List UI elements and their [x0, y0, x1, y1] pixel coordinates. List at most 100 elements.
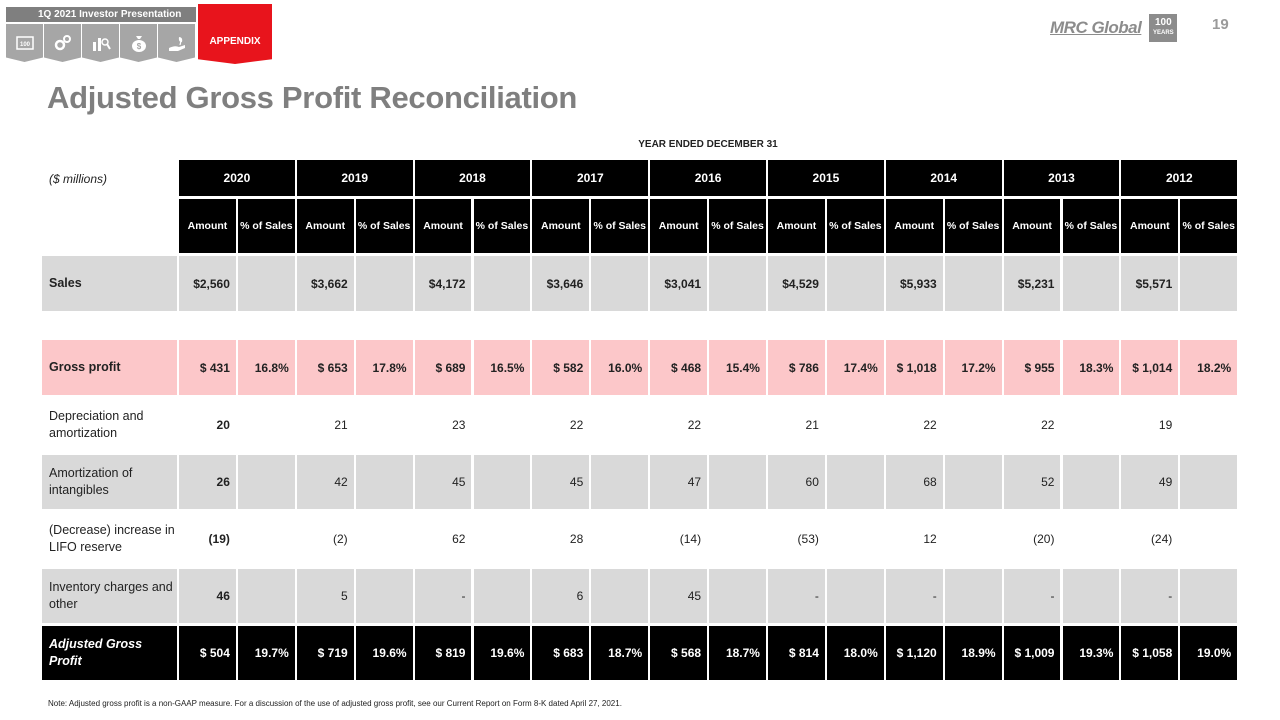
pct-cell	[709, 256, 766, 311]
pct-cell	[591, 569, 649, 623]
pct-cell: 19.0%	[1180, 626, 1238, 680]
amount-cell: $ 814	[768, 626, 825, 680]
pct-cell	[944, 455, 1002, 509]
pct-cell: 18.3%	[1062, 340, 1120, 395]
logo-wordmark: MRC Global	[1050, 18, 1142, 37]
pct-cell	[591, 455, 649, 509]
amount-cell: 62	[414, 512, 472, 566]
anniversary-badge: 100 YEARS	[1149, 14, 1178, 42]
amount-cell: (2)	[296, 512, 354, 566]
pct-cell	[1062, 398, 1120, 452]
hand-growth-icon	[168, 37, 185, 51]
pct-cell	[1062, 256, 1120, 311]
pct-header: % of Sales	[944, 199, 1002, 253]
pct-cell	[355, 256, 413, 311]
nav-tab-analysis[interactable]	[82, 24, 119, 62]
nav-tab-operations[interactable]	[44, 24, 81, 62]
amount-cell: 60	[768, 455, 825, 509]
pct-cell	[355, 512, 413, 566]
svg-text:$: $	[136, 42, 141, 51]
pct-cell	[355, 455, 413, 509]
amount-cell: 22	[650, 398, 708, 452]
amount-cell: 19	[1121, 398, 1179, 452]
pct-cell	[944, 569, 1002, 623]
amount-cell: 21	[768, 398, 825, 452]
pct-cell	[709, 569, 766, 623]
amount-cell: 42	[296, 455, 354, 509]
row-label-inventory-charges: Inventory charges and other	[42, 569, 177, 623]
amount-cell: $ 653	[296, 340, 354, 395]
pct-cell	[944, 398, 1002, 452]
year-header: 2017	[532, 160, 649, 196]
amount-cell: 22	[885, 398, 943, 452]
pct-cell	[1062, 512, 1120, 566]
svg-text:100: 100	[19, 42, 30, 48]
pct-cell	[1062, 455, 1120, 509]
pct-header: % of Sales	[1180, 199, 1238, 253]
amount-cell: $5,933	[885, 256, 943, 311]
amount-cell: 23	[414, 398, 472, 452]
pct-cell	[237, 569, 295, 623]
pct-cell	[1180, 398, 1238, 452]
page-title: Adjusted Gross Profit Reconciliation	[47, 80, 578, 115]
year-header: 2012	[1121, 160, 1238, 196]
amount-cell: $ 786	[768, 340, 825, 395]
page-number: 19	[1212, 16, 1229, 33]
pct-header: % of Sales	[591, 199, 649, 253]
pct-header: % of Sales	[826, 199, 884, 253]
amount-cell: $ 431	[179, 340, 236, 395]
year-header: 2013	[1003, 160, 1120, 196]
row-label-adjusted-gross-profit: Adjusted Gross Profit	[42, 626, 177, 680]
nav-tab-growth[interactable]	[158, 24, 195, 62]
amount-cell: $ 504	[179, 626, 236, 680]
pct-cell	[709, 455, 766, 509]
year-header: 2020	[179, 160, 295, 196]
pct-cell	[1062, 569, 1120, 623]
pct-cell	[473, 455, 531, 509]
amount-cell: (19)	[179, 512, 236, 566]
amount-cell: (24)	[1121, 512, 1179, 566]
amount-cell: 6	[532, 569, 590, 623]
amount-cell: $ 1,120	[885, 626, 943, 680]
amount-cell: 28	[532, 512, 590, 566]
amount-cell: 20	[179, 398, 236, 452]
pct-cell: 19.6%	[473, 626, 531, 680]
pct-header: % of Sales	[473, 199, 531, 253]
amount-cell: 45	[650, 569, 708, 623]
nav-tab-100-years[interactable]: 100	[6, 24, 43, 62]
amount-header: Amount	[296, 199, 354, 253]
row-label-lifo-reserve: (Decrease) increase in LIFO reserve	[42, 512, 177, 566]
100-years-icon: 100	[15, 36, 34, 50]
amount-cell: 68	[885, 455, 943, 509]
pct-cell: 17.8%	[355, 340, 413, 395]
amount-cell: (53)	[768, 512, 825, 566]
nav-tab-financials[interactable]: $	[120, 24, 157, 62]
pct-cell	[473, 398, 531, 452]
badge-word: YEARS	[1153, 30, 1174, 36]
pct-cell	[591, 256, 649, 311]
amount-cell: -	[768, 569, 825, 623]
amount-cell: 46	[179, 569, 236, 623]
pct-cell	[709, 512, 766, 566]
amount-cell: 49	[1121, 455, 1179, 509]
amount-header: Amount	[1121, 199, 1179, 253]
pct-cell: 18.2%	[1180, 340, 1238, 395]
amount-cell: 47	[650, 455, 708, 509]
amount-cell: $5,571	[1121, 256, 1179, 311]
pct-cell	[944, 512, 1002, 566]
pct-cell	[826, 256, 884, 311]
amount-header: Amount	[885, 199, 943, 253]
pct-cell	[237, 256, 295, 311]
amount-header: Amount	[1003, 199, 1061, 253]
pct-cell	[473, 512, 531, 566]
pct-cell	[826, 512, 884, 566]
amount-cell: $ 819	[414, 626, 472, 680]
nav-tab-appendix[interactable]: APPENDIX	[198, 4, 272, 64]
amount-cell: 22	[1003, 398, 1061, 452]
badge-number: 100	[1155, 17, 1172, 28]
amount-cell: $ 468	[650, 340, 708, 395]
pct-cell: 17.2%	[944, 340, 1002, 395]
pct-cell: 18.0%	[826, 626, 884, 680]
amount-cell: 5	[296, 569, 354, 623]
amount-cell: $ 683	[532, 626, 590, 680]
